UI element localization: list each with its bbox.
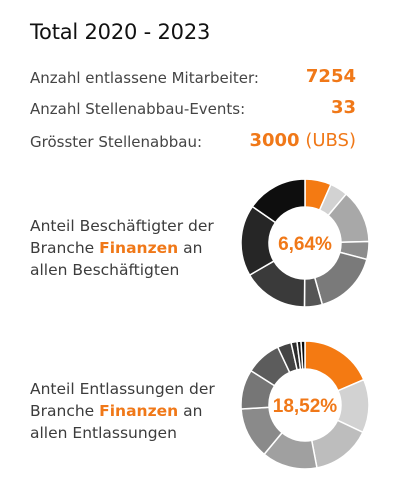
donut-chart-employees: 6,64% bbox=[238, 176, 372, 310]
stat-number: 3000 bbox=[249, 130, 300, 151]
stat-value: 33 bbox=[331, 97, 356, 118]
donut-slice bbox=[251, 178, 306, 224]
chart-caption-employees: Anteil Beschäftigter der Branche Finanze… bbox=[30, 215, 240, 281]
donut-slices bbox=[240, 178, 370, 308]
stat-unit: (UBS) bbox=[299, 130, 356, 151]
stat-number: 7254 bbox=[305, 66, 356, 87]
chart-caption-layoffs: Anteil Entlassungen der Branche Finanzen… bbox=[30, 378, 240, 444]
caption-text: an allen Beschäftigten bbox=[30, 239, 203, 279]
caption-text: an allen Entlassungen bbox=[30, 402, 203, 442]
stat-value: 3000 (UBS) bbox=[249, 130, 356, 151]
donut-chart-layoffs: 18,52% bbox=[238, 338, 372, 472]
caption-text: Anteil Beschäftigter der Branche bbox=[30, 217, 214, 257]
stat-row-events: Anzahl Stellenabbau-Events: 33 bbox=[30, 97, 356, 123]
caption-highlight: Finanzen bbox=[99, 402, 179, 420]
stat-row-employees: Anzahl entlassene Mitarbeiter: 7254 bbox=[30, 66, 356, 92]
donut-svg: 6,64% bbox=[240, 178, 370, 308]
stat-row-largest-cut: Grösster Stellenabbau: 3000 (UBS) bbox=[30, 130, 356, 156]
stat-number: 33 bbox=[330, 97, 356, 118]
stat-label: Anzahl Stellenabbau-Events: bbox=[30, 100, 246, 118]
donut-slice bbox=[313, 251, 368, 306]
donut-svg: 18,52% bbox=[240, 340, 370, 470]
donut-center-label: 18,52% bbox=[273, 396, 338, 417]
donut-center-label: 6,64% bbox=[278, 234, 332, 255]
page-title: Total 2020 - 2023 bbox=[30, 20, 211, 44]
caption-text: Anteil Entlassungen der Branche bbox=[30, 380, 215, 420]
stat-label: Anzahl entlassene Mitarbeiter: bbox=[30, 69, 259, 87]
caption-highlight: Finanzen bbox=[99, 239, 179, 257]
stat-value: 7254 bbox=[306, 66, 356, 87]
donut-slice bbox=[300, 340, 306, 370]
stat-label: Grösster Stellenabbau: bbox=[30, 133, 203, 151]
donut-slices bbox=[240, 340, 370, 470]
